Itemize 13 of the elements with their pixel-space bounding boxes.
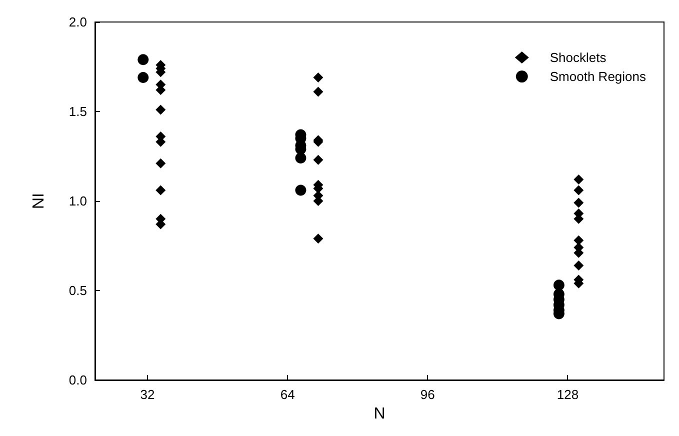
y-tick-label: 0.0: [68, 372, 87, 388]
legend-label: Smooth Regions: [550, 69, 646, 84]
y-tick-label: 0.5: [68, 283, 87, 298]
x-tick-label: 128: [556, 387, 579, 402]
x-axis-title: N: [374, 405, 386, 422]
legend-label: Shocklets: [550, 50, 607, 65]
y-axis-title: NI: [30, 193, 48, 209]
x-tick-label: 96: [420, 387, 435, 402]
y-tick-label: 1.0: [68, 194, 87, 208]
x-tick-label: 32: [140, 387, 155, 402]
x-tick-label: 64: [280, 387, 295, 402]
y-tick-label: 1.5: [68, 104, 87, 119]
y-tick-label: 2.0: [68, 14, 87, 30]
